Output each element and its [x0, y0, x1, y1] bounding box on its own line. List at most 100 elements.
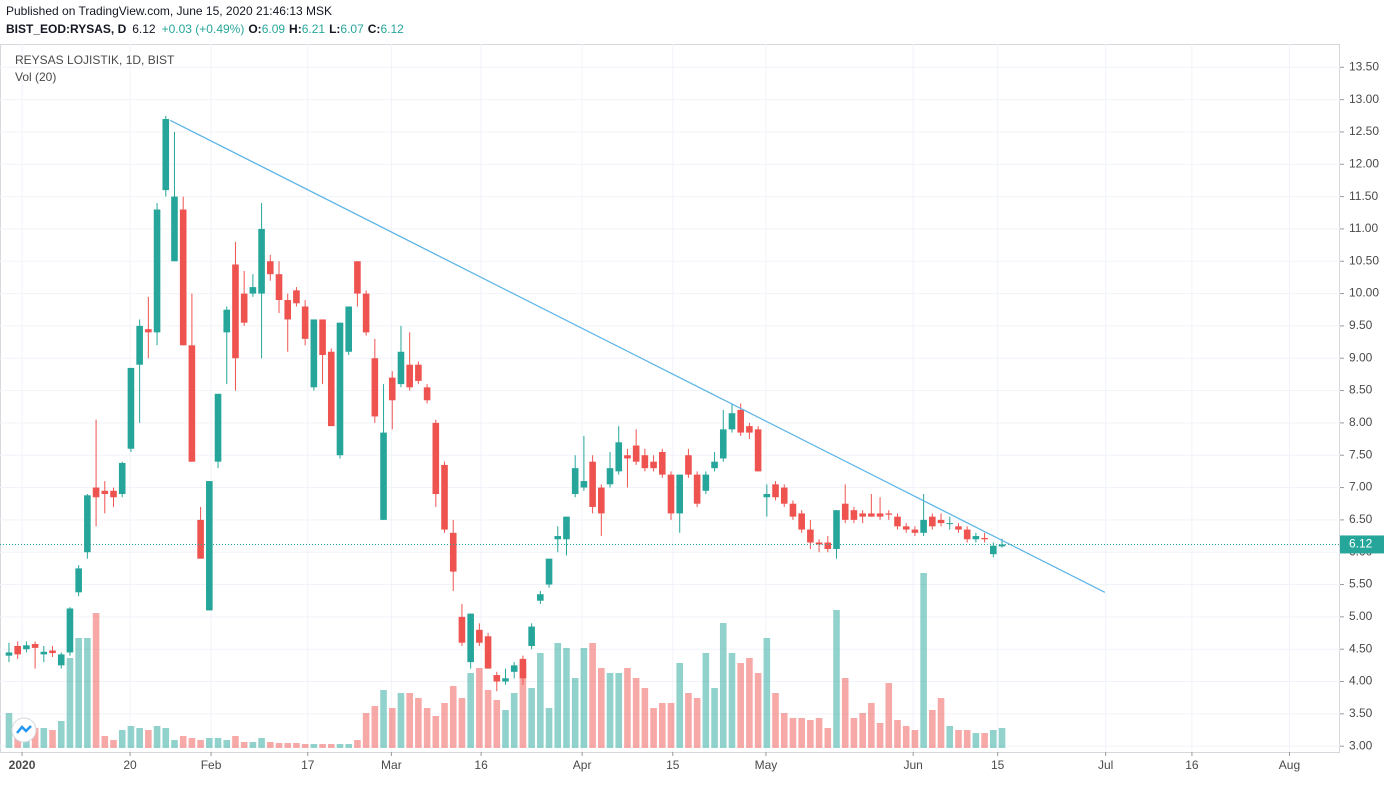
volume-bar: [798, 718, 805, 748]
volume-bar: [990, 730, 997, 748]
x-tick-label: Jun: [903, 758, 922, 772]
x-tick-label: 16: [1185, 758, 1199, 772]
volume-bar: [955, 730, 962, 748]
volume-bar: [153, 726, 161, 748]
candle-body: [84, 495, 91, 553]
candle-body: [589, 461, 596, 507]
close-label: C:: [368, 22, 381, 36]
candle-body: [685, 455, 692, 475]
volume-bar: [162, 728, 170, 748]
x-tick-label: Apr: [573, 758, 592, 772]
candle-body: [981, 537, 988, 540]
candle-body: [545, 558, 553, 585]
candle-body: [510, 665, 518, 672]
candle-body: [406, 364, 413, 388]
candle-body: [929, 516, 936, 527]
volume-bar: [502, 710, 509, 748]
candle-body: [118, 462, 126, 495]
volume-bar: [850, 718, 858, 748]
x-tick-label: 17: [301, 758, 315, 772]
candle-body: [807, 529, 814, 543]
candle-body: [780, 487, 788, 504]
low-label: L:: [329, 22, 340, 36]
candle-body: [75, 568, 82, 593]
volume-bar: [397, 693, 405, 748]
volume-bar: [658, 703, 666, 748]
candle-body: [667, 474, 675, 514]
volume-bar: [171, 740, 178, 748]
candle-body: [876, 513, 884, 517]
x-tick-label: 20: [123, 758, 137, 772]
volume-bar: [946, 726, 954, 748]
volume-bar: [258, 738, 265, 748]
y-tick-label: 12.50: [1349, 124, 1379, 138]
volume-bar: [780, 713, 788, 748]
volume-bar: [380, 690, 387, 748]
candle-body: [171, 196, 178, 262]
volume-bar: [598, 668, 605, 748]
volume-bar: [606, 673, 614, 748]
volume-bar: [632, 678, 640, 748]
candle-body: [40, 651, 48, 655]
volume-bar: [354, 740, 361, 748]
volume-bar: [345, 744, 352, 748]
candle-body: [14, 645, 21, 655]
candle-body: [615, 442, 623, 472]
candle-body: [998, 544, 1006, 547]
candle-body: [101, 490, 109, 495]
candle-body: [66, 608, 74, 653]
y-tick-label: 10.00: [1349, 286, 1379, 300]
volume-bar: [702, 653, 710, 748]
volume-bar: [667, 703, 675, 748]
candle-body: [606, 468, 614, 485]
candle-body: [145, 329, 152, 333]
volume-bar: [815, 718, 823, 748]
candle-body: [232, 264, 239, 359]
volume-bar: [763, 638, 771, 748]
candle-body: [249, 287, 257, 294]
volume-bar: [336, 744, 344, 748]
volume-bar: [563, 648, 570, 748]
volume-bar: [136, 728, 143, 748]
candle-body: [693, 474, 701, 504]
y-tick-label: 6.50: [1349, 512, 1373, 526]
candle-body: [458, 616, 466, 643]
volume-bar: [92, 613, 100, 748]
candle-body: [162, 119, 170, 191]
candle-body: [223, 309, 231, 333]
volume-bar: [476, 668, 483, 748]
candle-body: [23, 645, 30, 650]
y-tick-label: 3.00: [1349, 738, 1373, 752]
volume-bar: [528, 688, 535, 748]
volume-bar: [894, 720, 901, 748]
x-tick-label: Aug: [1279, 758, 1300, 772]
candle-body: [990, 545, 997, 555]
candle-body: [746, 426, 753, 433]
candle-body: [598, 487, 605, 514]
candle-body: [380, 432, 387, 520]
low-value: 6.07: [340, 22, 364, 36]
volume-bar: [406, 693, 413, 748]
candle-body: [275, 274, 283, 301]
candle-body: [214, 393, 222, 462]
x-tick-label: 16: [474, 758, 488, 772]
volume-bar: [145, 730, 152, 748]
volume-bar: [920, 573, 927, 748]
volume-bar: [40, 728, 48, 748]
y-tick-label: 7.00: [1349, 480, 1373, 494]
candle-body: [632, 445, 640, 462]
candle-body: [833, 510, 840, 549]
volume-bar: [789, 718, 797, 748]
volume-bar: [127, 726, 135, 748]
volume-bar: [266, 742, 274, 748]
candle-body: [798, 513, 805, 530]
candle-body: [476, 629, 483, 643]
y-tick-label: 9.50: [1349, 318, 1373, 332]
y-tick-label: 5.00: [1349, 609, 1373, 623]
candle-body: [972, 536, 980, 540]
plot-frame: [0, 44, 1340, 753]
volume-bar: [537, 653, 544, 748]
volume-bar: [885, 683, 893, 748]
candle-body: [763, 494, 771, 498]
candle-body: [502, 678, 509, 682]
